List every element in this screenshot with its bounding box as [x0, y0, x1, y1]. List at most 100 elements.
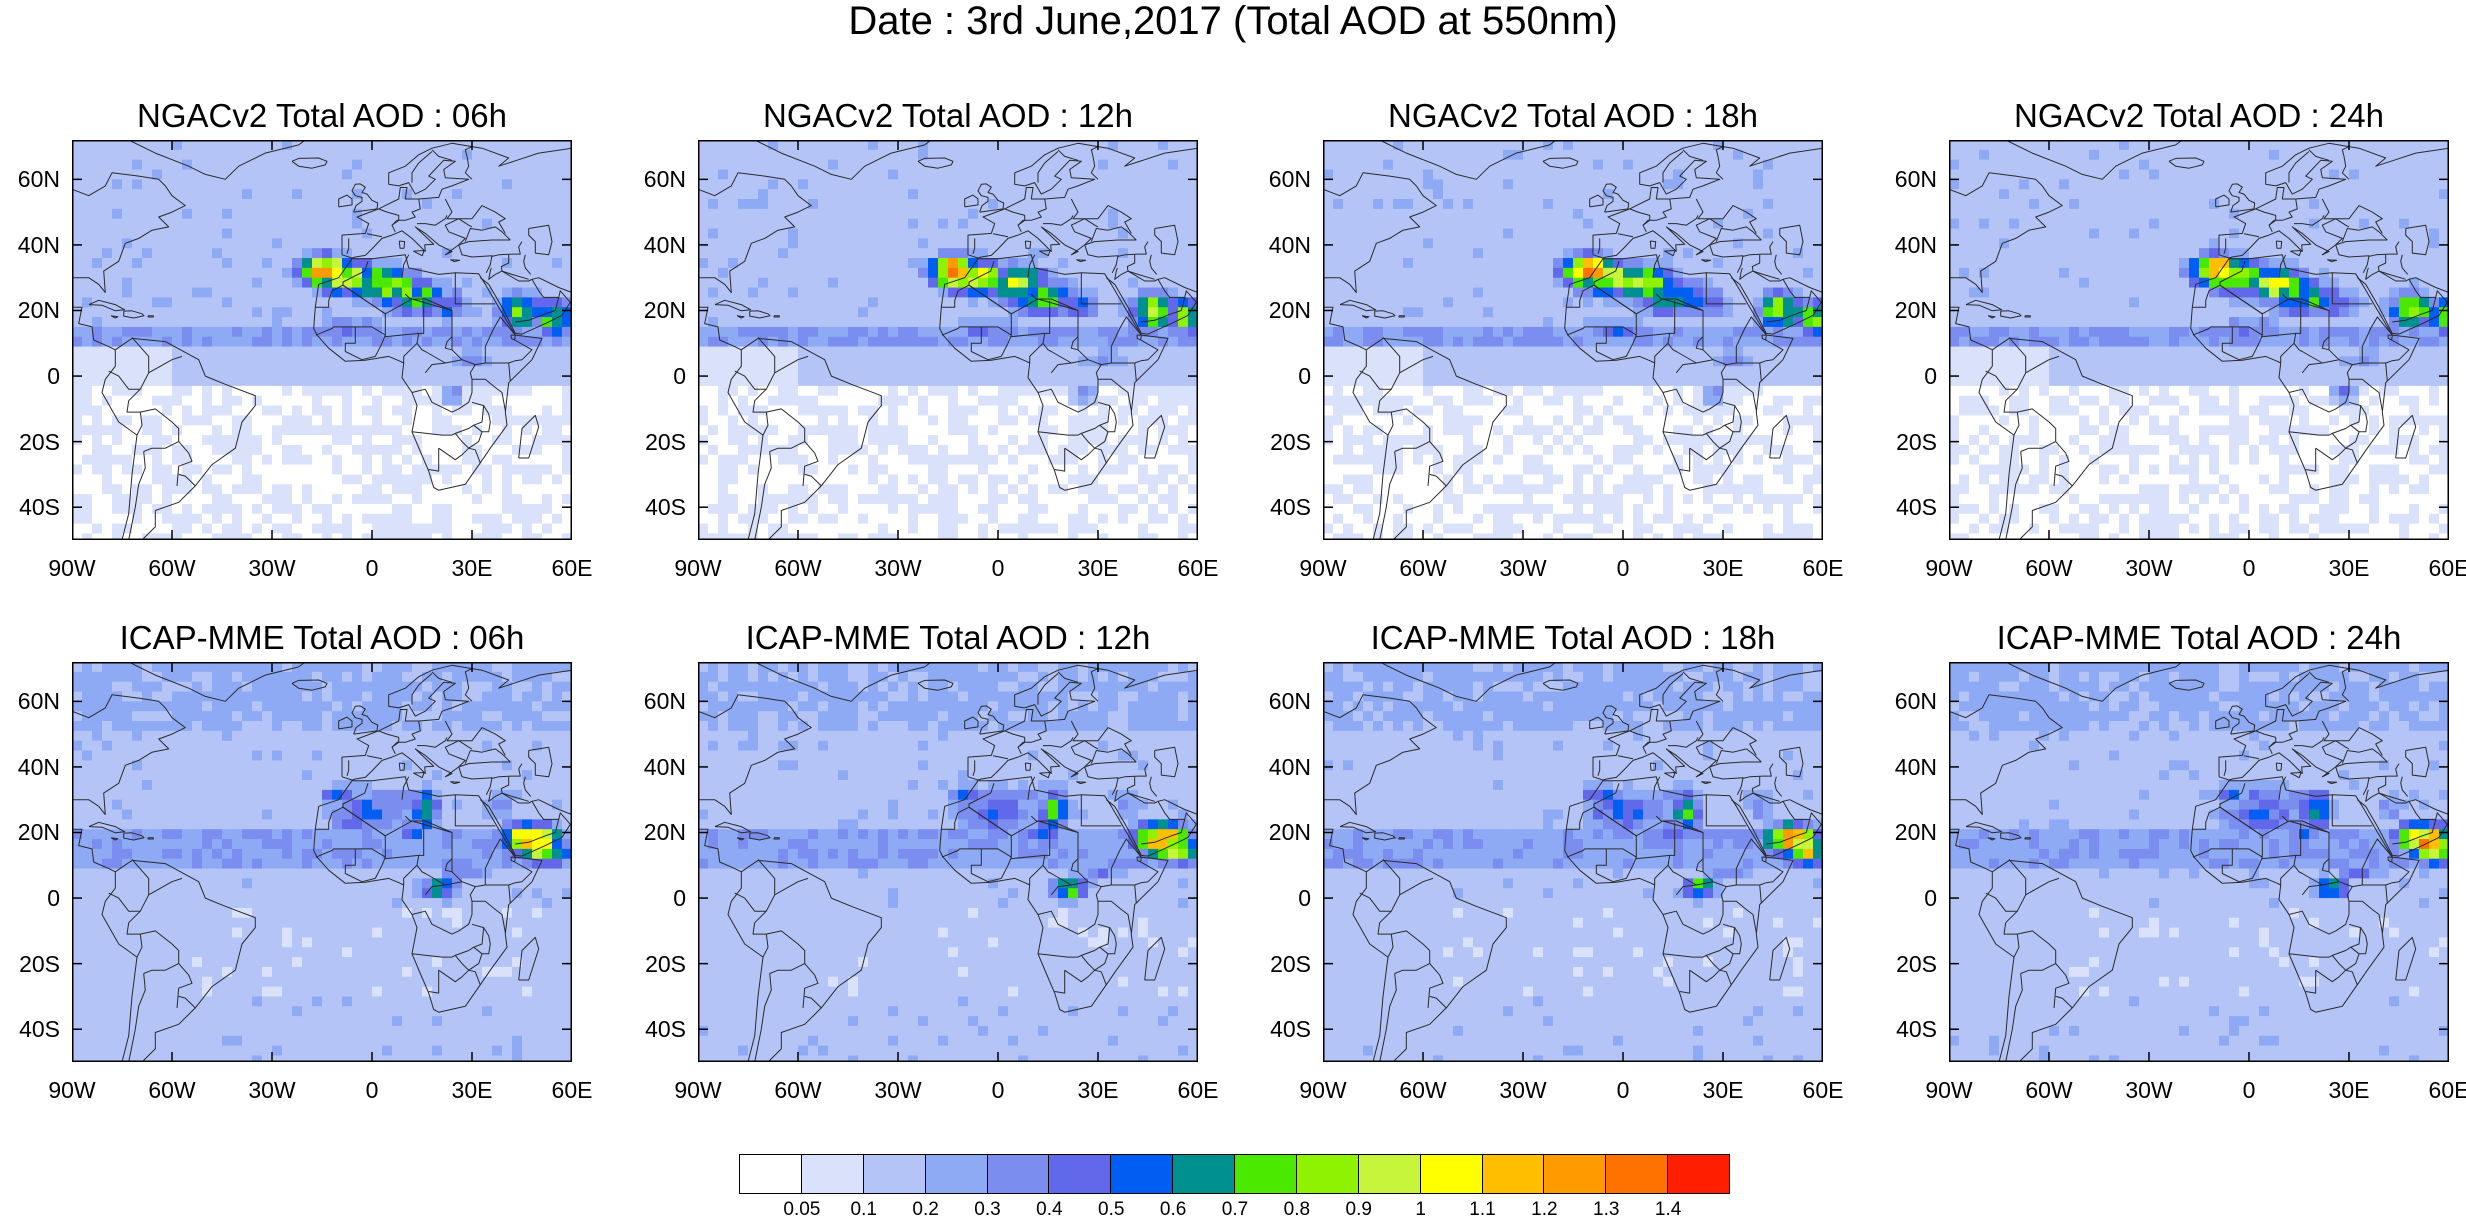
colorbar-swatch	[801, 1154, 864, 1194]
lat-tick-label: 40S	[1896, 495, 1937, 519]
lon-tick-label: 30W	[1499, 556, 1546, 580]
lat-tick-label: 60N	[644, 689, 686, 713]
lat-tick-label: 60N	[644, 167, 686, 191]
lat-tick-label: 20S	[1896, 952, 1937, 976]
colorbar-swatch	[925, 1154, 988, 1194]
colorbar-swatch	[1048, 1154, 1111, 1194]
panel-title: NGACv2 Total AOD : 18h	[1293, 96, 1853, 136]
lat-tick-label: 20N	[1895, 820, 1937, 844]
panel-title: NGACv2 Total AOD : 06h	[42, 96, 602, 136]
aod-map	[1949, 140, 2449, 540]
lat-tick-label: 0	[47, 364, 60, 388]
colorbar-swatch	[1110, 1154, 1173, 1194]
lon-tick-label: 60W	[1399, 556, 1446, 580]
lon-tick-label: 0	[992, 556, 1005, 580]
aod-map	[72, 662, 572, 1062]
lat-tick-label: 20N	[18, 298, 60, 322]
colorbar-label: 0.3	[974, 1200, 1000, 1220]
aod-map	[1323, 140, 1823, 540]
aod-map	[1323, 662, 1823, 1062]
lon-tick-label: 30E	[1703, 1078, 1744, 1102]
lat-tick-label: 0	[1924, 364, 1937, 388]
colorbar-swatch	[1296, 1154, 1359, 1194]
colorbar-label: 0.2	[912, 1200, 938, 1220]
lat-tick-label: 40N	[1895, 755, 1937, 779]
lat-tick-label: 0	[673, 886, 686, 910]
colorbar-swatch	[739, 1154, 802, 1194]
colorbar-label: 0.1	[851, 1200, 877, 1220]
lon-tick-label: 60W	[148, 556, 195, 580]
lat-tick-label: 40N	[1269, 233, 1311, 257]
lat-tick-label: 20S	[645, 430, 686, 454]
lon-tick-label: 0	[366, 556, 379, 580]
aod-map	[1949, 662, 2449, 1062]
panel-title: ICAP-MME Total AOD : 12h	[668, 618, 1228, 658]
colorbar-label: 0.7	[1222, 1200, 1248, 1220]
lat-tick-label: 20N	[1269, 298, 1311, 322]
lat-tick-label: 40S	[645, 1017, 686, 1041]
lon-tick-label: 60E	[1803, 556, 1844, 580]
lon-tick-label: 90W	[1299, 1078, 1346, 1102]
lon-tick-label: 90W	[48, 1078, 95, 1102]
colorbar-swatch	[1234, 1154, 1297, 1194]
panel-title: ICAP-MME Total AOD : 18h	[1293, 618, 1853, 658]
lat-tick-label: 20S	[1270, 430, 1311, 454]
lon-tick-label: 0	[2243, 1078, 2256, 1102]
lon-tick-label: 30E	[2329, 556, 2370, 580]
lat-tick-label: 40N	[18, 233, 60, 257]
colorbar-swatch	[863, 1154, 926, 1194]
lat-tick-label: 0	[47, 886, 60, 910]
lon-tick-label: 60E	[2429, 556, 2466, 580]
panel-title: NGACv2 Total AOD : 12h	[668, 96, 1228, 136]
lat-tick-label: 40S	[1896, 1017, 1937, 1041]
lat-tick-label: 60N	[1269, 167, 1311, 191]
colorbar-label: 0.9	[1346, 1200, 1372, 1220]
lon-tick-label: 60E	[552, 556, 593, 580]
lon-tick-label: 30E	[1703, 556, 1744, 580]
lon-tick-label: 60W	[2025, 556, 2072, 580]
lat-tick-label: 40S	[1270, 1017, 1311, 1041]
lon-tick-label: 90W	[1925, 1078, 1972, 1102]
lat-tick-label: 40N	[18, 755, 60, 779]
lat-tick-label: 20N	[1269, 820, 1311, 844]
aod-map	[698, 662, 1198, 1062]
lon-tick-label: 90W	[674, 556, 721, 580]
colorbar-swatch	[1358, 1154, 1421, 1194]
lat-tick-label: 40N	[644, 755, 686, 779]
figure-title: Date : 3rd June,2017 (Total AOD at 550nm…	[0, 0, 2466, 42]
lat-tick-label: 60N	[1895, 689, 1937, 713]
lon-tick-label: 90W	[1299, 556, 1346, 580]
lat-tick-label: 0	[1924, 886, 1937, 910]
colorbar-swatch	[1667, 1154, 1730, 1194]
lon-tick-label: 60E	[1178, 1078, 1219, 1102]
lat-tick-label: 40N	[1895, 233, 1937, 257]
lat-tick-label: 60N	[1895, 167, 1937, 191]
lon-tick-label: 60W	[774, 1078, 821, 1102]
lon-tick-label: 60E	[2429, 1078, 2466, 1102]
lat-tick-label: 20S	[19, 430, 60, 454]
lon-tick-label: 60E	[552, 1078, 593, 1102]
lat-tick-label: 20N	[18, 820, 60, 844]
colorbar-swatch	[987, 1154, 1050, 1194]
lon-tick-label: 30E	[452, 556, 493, 580]
lat-tick-label: 60N	[18, 167, 60, 191]
lon-tick-label: 90W	[674, 1078, 721, 1102]
colorbar-label: 1.1	[1469, 1200, 1495, 1220]
lat-tick-label: 20N	[644, 820, 686, 844]
lat-tick-label: 20S	[1896, 430, 1937, 454]
lon-tick-label: 30W	[248, 556, 295, 580]
lon-tick-label: 30E	[1078, 556, 1119, 580]
lon-tick-label: 0	[1617, 556, 1630, 580]
colorbar-swatch	[1543, 1154, 1606, 1194]
lon-tick-label: 30W	[248, 1078, 295, 1102]
panel-title: ICAP-MME Total AOD : 24h	[1919, 618, 2466, 658]
lat-tick-label: 40N	[1269, 755, 1311, 779]
lon-tick-label: 60W	[774, 556, 821, 580]
